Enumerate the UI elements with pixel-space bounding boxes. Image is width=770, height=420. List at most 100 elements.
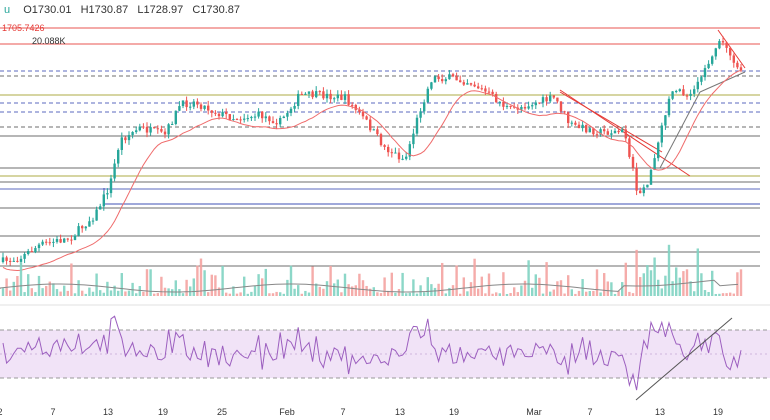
volume-bar <box>153 293 156 296</box>
x-tick-label: 7 <box>50 407 55 417</box>
candle-body <box>171 124 174 126</box>
candle-body <box>383 145 386 147</box>
candle-body <box>315 91 318 98</box>
candle-body <box>203 105 206 109</box>
candle-body <box>437 76 440 80</box>
candle-body <box>55 239 59 242</box>
candle-body <box>351 104 354 106</box>
close-value: C1730.87 <box>192 4 241 16</box>
candle-body <box>556 97 559 102</box>
candle-body <box>48 242 51 244</box>
volume-bar <box>261 278 264 296</box>
volume-bar <box>297 285 300 296</box>
candle-body <box>433 76 437 83</box>
candle-body <box>124 137 127 141</box>
volume-bar <box>221 265 224 296</box>
candle-body <box>145 126 149 133</box>
candle-body <box>5 257 8 261</box>
candle-body <box>106 193 109 195</box>
candle-body <box>135 130 138 133</box>
volume-bar <box>426 277 429 296</box>
x-tick-label: Feb <box>279 407 295 417</box>
open-value: O1730.01 <box>23 4 72 16</box>
volume-bar <box>459 293 462 296</box>
candle-body <box>448 74 451 80</box>
volume-bar <box>462 277 465 296</box>
volume-bar <box>336 279 339 296</box>
candle-body <box>37 244 41 249</box>
candle-body <box>253 116 257 118</box>
volume-bar <box>405 293 408 296</box>
volume-bar <box>264 268 267 296</box>
candle-body <box>520 106 523 110</box>
candle-body <box>297 93 300 106</box>
candle-body <box>646 184 649 188</box>
candle-body <box>63 238 66 243</box>
volume-bar <box>322 288 325 296</box>
candle-body <box>444 79 447 82</box>
candle-body <box>631 156 635 168</box>
volume-bar <box>304 290 307 296</box>
volume-bar <box>145 269 149 296</box>
volume-bar <box>484 293 487 296</box>
volume-bar <box>311 266 314 296</box>
volume-bar <box>441 262 444 296</box>
volume-bar <box>160 276 163 296</box>
price-tag: 1705.7426 <box>2 23 45 33</box>
volume-bar <box>606 281 609 296</box>
trend-line <box>559 91 663 153</box>
volume-bar <box>689 281 692 296</box>
volume-bar <box>527 260 530 296</box>
candle-body <box>167 124 170 135</box>
candle-body <box>214 112 217 114</box>
candle-body <box>527 106 530 109</box>
candle-body <box>354 105 357 110</box>
volume-bar <box>664 275 667 296</box>
x-tick-label: 13 <box>655 407 665 417</box>
candle-body <box>307 91 311 94</box>
volume-bar <box>628 291 631 296</box>
volume-bar <box>307 292 311 296</box>
candle-body <box>45 241 48 243</box>
volume-bar <box>207 292 210 296</box>
candle-body <box>325 93 329 99</box>
volume-bar <box>232 286 235 296</box>
volume-bar <box>365 285 368 296</box>
volume-bar <box>505 293 509 296</box>
candle-body <box>120 137 123 150</box>
volume-bar <box>415 293 419 296</box>
candle-body <box>109 178 113 194</box>
volume-bar <box>41 288 44 296</box>
volume-bar <box>588 291 591 296</box>
volume-bar <box>333 283 336 296</box>
candle-body <box>311 91 314 98</box>
candle-body <box>293 105 296 109</box>
candle-body <box>635 167 638 191</box>
volume-bar <box>9 290 12 296</box>
candle-body <box>361 111 365 117</box>
x-tick-label: 13 <box>103 407 113 417</box>
candle-body <box>487 91 491 93</box>
volume-bar <box>592 290 595 296</box>
candle-body <box>142 126 145 128</box>
candle-body <box>621 129 624 133</box>
volume-bar <box>671 281 674 296</box>
volume-bar <box>534 274 537 296</box>
candle-body <box>282 116 285 118</box>
candle-body <box>495 93 498 103</box>
volume-bar <box>448 287 451 296</box>
volume-bar <box>250 291 253 296</box>
candle-body <box>199 104 203 109</box>
volume-bar <box>437 283 440 296</box>
volume-bar <box>113 285 116 296</box>
volume-bar <box>343 273 347 296</box>
volume-bar <box>340 292 343 296</box>
volume-bar <box>595 269 599 296</box>
volume-bar <box>55 289 59 296</box>
candle-body <box>678 89 681 91</box>
candle-body <box>268 116 271 122</box>
candle-body <box>649 169 653 185</box>
volume-bar <box>369 288 372 296</box>
volume-bar <box>599 292 602 296</box>
